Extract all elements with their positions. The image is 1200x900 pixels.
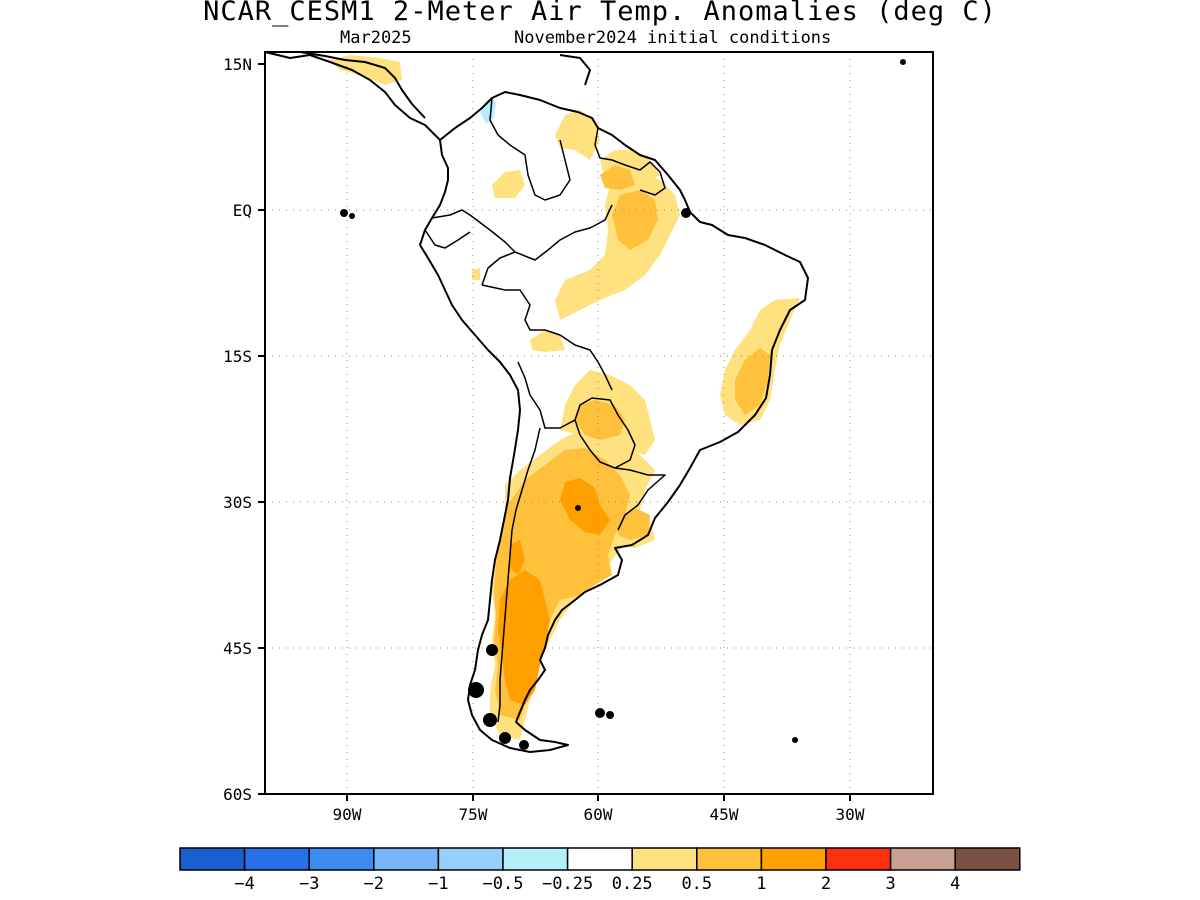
- central-america-caribbean-coast: [299, 51, 426, 119]
- border-colombia-venezuela: [489, 97, 571, 201]
- lon-label-30w: 30W: [836, 805, 865, 824]
- colorbar-swatch: [760, 847, 827, 871]
- lat-label-eq: EQ: [233, 201, 252, 220]
- border-chile-argentina: [497, 427, 541, 723]
- colorbar-swatch: [308, 847, 375, 871]
- anomaly-region-paraguay-medium: [575, 400, 625, 440]
- colorbar-swatch: [566, 847, 633, 871]
- border-colombia-ecuador-peru: [431, 209, 516, 286]
- colorbar-label: −0.5: [483, 874, 524, 894]
- border-brazil-west: [514, 204, 613, 261]
- colorbar-swatch: [179, 847, 246, 871]
- colorbar-swatch: [631, 847, 698, 871]
- lon-label-60w: 60W: [584, 805, 613, 824]
- central-america-coastline: [264, 51, 441, 141]
- caribbean-island: [900, 59, 906, 65]
- anomaly-region-colombia-light: [492, 170, 525, 198]
- colorbar-swatch: [243, 847, 310, 871]
- anomaly-region-peru-light: [472, 268, 480, 280]
- anomaly-region-patagonia-strong: [498, 570, 550, 705]
- islands: [340, 59, 906, 750]
- colorbar-swatch: [889, 847, 956, 871]
- anomaly-region-cordoba-strong: [560, 478, 610, 535]
- colorbar-label: 0.25: [612, 874, 653, 894]
- tierra-del-fuego: [499, 732, 511, 744]
- map-gridlines: [265, 52, 933, 794]
- colorbar-label: 0.5: [681, 874, 712, 894]
- lat-label-45s: 45S: [223, 639, 252, 658]
- colorbar: −4 −3 −2 −1 −0.5 −0.25 0.25 0.5 1 2 3 4: [179, 847, 1021, 894]
- galapagos-island: [349, 213, 355, 219]
- colorbar-swatch: [502, 847, 569, 871]
- colorbar-swatch: [954, 847, 1021, 871]
- chiloe-archipelago: [486, 644, 498, 656]
- lon-label-45w: 45W: [710, 805, 739, 824]
- lon-label-90w: 90W: [333, 805, 362, 824]
- lon-label-75w: 75W: [459, 805, 488, 824]
- galapagos-island: [340, 209, 348, 217]
- anomaly-region-guyana-light: [555, 110, 600, 160]
- border-peru-bolivia-chile: [517, 361, 576, 429]
- lat-label-30s: 30S: [223, 493, 252, 512]
- lake-mark: [575, 505, 581, 511]
- colorbar-label: 1: [756, 874, 766, 894]
- anomaly-region-brazil-east-medium: [735, 348, 770, 415]
- falkland-island: [606, 711, 614, 719]
- initial-conditions-label: November2024 initial conditions: [514, 28, 832, 48]
- lat-label-15s: 15S: [223, 347, 252, 366]
- lat-label-15n: 15N: [223, 55, 252, 74]
- colorbar-label: −3: [299, 874, 319, 894]
- colorbar-label: 3: [885, 874, 895, 894]
- cuba-coast: [559, 54, 591, 86]
- anomaly-region-amazon-medium: [612, 190, 658, 250]
- south-america-coastline: [419, 91, 809, 753]
- forecast-month: Mar2025: [340, 28, 412, 48]
- border-argentina-uruguay-brazil: [614, 467, 666, 531]
- lat-ticks: [258, 63, 265, 795]
- marajo-island: [681, 208, 691, 218]
- border-ecuador-peru: [424, 229, 471, 249]
- lat-label-60s: 60S: [223, 785, 252, 804]
- colorbar-swatch: [696, 847, 763, 871]
- colorbar-label: −2: [364, 874, 384, 894]
- tierra-del-fuego: [519, 740, 529, 750]
- colorbar-label: 4: [950, 874, 960, 894]
- colorbar-swatch: [825, 847, 892, 871]
- chile-fjords: [468, 682, 484, 698]
- south-georgia-island: [792, 737, 798, 743]
- anomaly-region-central-america-light: [330, 55, 402, 85]
- anomaly-region-bolivia-light: [530, 330, 565, 352]
- colorbar-label: −4: [234, 874, 254, 894]
- lon-ticks: [346, 794, 851, 801]
- colorbar-swatch: [373, 847, 440, 871]
- falkland-island: [595, 708, 605, 718]
- colorbar-label: −0.25: [542, 874, 593, 894]
- border-peru-brazil-bolivia: [481, 284, 613, 391]
- anomaly-region-andes-strong: [510, 540, 525, 575]
- colorbar-label: 2: [821, 874, 831, 894]
- colorbar-label: −1: [428, 874, 448, 894]
- map-title: NCAR_CESM1 2-Meter Air Temp. Anomalies (…: [203, 0, 997, 27]
- colorbar-swatch: [437, 847, 504, 871]
- border-bolivia-paraguay: [574, 397, 636, 469]
- anomaly-region-guiana-medium: [600, 165, 635, 190]
- border-guianas: [594, 127, 666, 196]
- anomaly-region-amazon-light: [555, 172, 680, 320]
- anomaly-region-venezuela-cool: [480, 100, 496, 124]
- chile-fjords: [483, 713, 497, 727]
- coastlines: [264, 51, 809, 753]
